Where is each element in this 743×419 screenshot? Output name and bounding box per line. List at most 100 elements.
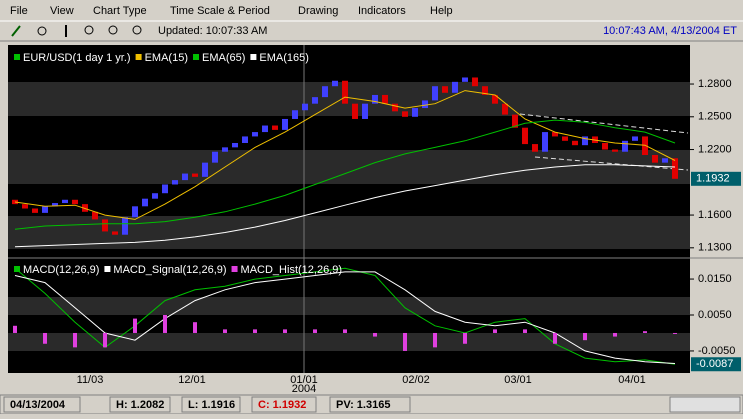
x-tick-label: 03/01 [504,374,532,386]
menu-item[interactable]: Help [430,5,453,17]
candle [432,86,438,101]
candle [402,111,408,117]
candle [482,86,488,95]
x-tick-label: 11/03 [77,374,104,386]
status-field [109,396,171,413]
trend-channel [519,113,689,171]
candle [122,217,128,235]
candle [152,193,158,199]
status-field [329,396,411,413]
candle [542,132,548,152]
candle [492,94,498,104]
hist-bar [73,332,77,348]
x-tick-label: 02/02 [402,374,430,386]
candle [62,199,68,204]
y-tick-label: 0.0050 [698,309,732,321]
zoom-out[interactable] [108,25,118,35]
candle [142,198,148,207]
y-tick-label: 1.2200 [698,143,732,155]
candle [462,77,468,82]
status-high: H: 1.2082 [116,399,164,411]
hist-bar [163,315,167,333]
candle [522,127,528,145]
hist-bar [343,329,347,333]
legend-swatch [231,266,238,272]
hist-bar [193,322,197,333]
candle [652,155,658,163]
select-tool[interactable] [37,26,47,36]
candle [112,231,118,235]
status-low: L: 1.1916 [188,399,235,411]
y-tick-label: 1.2500 [698,111,732,123]
band [8,82,690,116]
hist-bar [103,332,107,348]
zoom-reset[interactable] [132,25,142,35]
legend-label: EMA(165) [259,52,309,64]
menu-item[interactable]: Time Scale & Period [170,5,270,17]
x-tick-label: 04/01 [618,374,646,386]
candle [212,151,218,163]
menu-item[interactable]: Indicators [358,5,406,17]
candle [222,147,228,152]
hist-bar [313,329,317,333]
hist-bar [133,318,137,333]
candle [602,142,608,150]
candle [262,125,268,133]
legend-label: EMA(15) [145,52,188,64]
legend-swatch [250,54,257,60]
draw-tool[interactable] [11,25,21,37]
band [8,150,690,184]
hist-bar [463,332,467,344]
candle [22,204,28,209]
y-tick-label: 0.0150 [698,273,732,285]
legend-swatch [193,54,199,60]
hist-bar [253,329,257,333]
last-price: 1.1932 [696,173,730,185]
y-tick-label: -0.0050 [698,345,735,357]
status-field [181,396,241,413]
x-tick-label: 12/01 [178,374,206,386]
status-pv: PV: 1.3165 [336,399,390,411]
y-tick-label: 1.1600 [698,209,732,221]
hist-bar [523,329,527,333]
candle [252,132,258,137]
candle [412,108,418,117]
indicator-line [14,119,676,230]
hist-bar [493,329,497,333]
candle [662,158,668,163]
candle [382,94,388,104]
status-field [3,396,81,413]
candle [612,149,618,152]
candle [562,136,568,141]
candle [72,199,78,205]
candle [32,208,38,213]
legend-swatch [135,54,142,60]
menu-item[interactable]: Chart Type [93,5,147,17]
legend-label: MACD_Hist(12,26,9) [241,264,342,276]
candle [242,136,248,143]
legend-label: MACD_Signal(12,26,9) [113,264,226,276]
legend-swatch [14,266,20,272]
scroll-controls[interactable] [669,396,741,413]
candle [342,80,348,104]
candle [472,77,478,87]
candle [162,184,168,194]
menu-item[interactable]: Drawing [298,5,338,17]
candle [292,110,298,119]
candle [302,103,308,111]
candle [622,140,628,152]
status-close: C: 1.1932 [258,399,306,411]
y-tick-label: 1.2800 [698,78,732,90]
candle [42,206,48,213]
indicator-line [14,271,676,364]
last-value: -0.0087 [696,358,733,370]
menu-item[interactable]: File [10,5,28,17]
zoom-in[interactable] [84,25,94,35]
price-bands [8,82,690,351]
candle [92,211,98,220]
legend-swatch [14,54,20,60]
menu-item[interactable]: View [50,5,74,17]
candle [312,97,318,104]
indicator-line [14,267,676,365]
